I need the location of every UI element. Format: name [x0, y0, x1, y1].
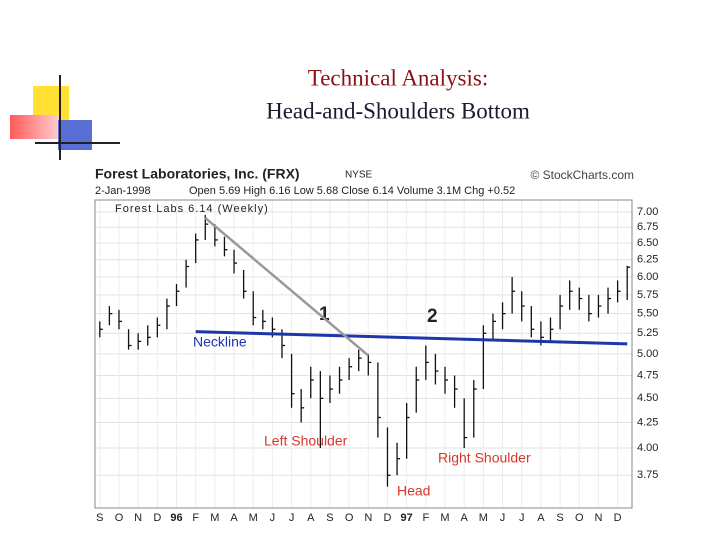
exchange: NYSE [345, 170, 373, 181]
x-tick-label: J [519, 512, 525, 524]
x-tick-label: S [96, 512, 103, 524]
x-tick-label: D [153, 512, 161, 524]
y-tick-label: 5.75 [637, 289, 658, 301]
y-tick-label: 6.25 [637, 254, 658, 266]
y-tick-label: 5.00 [637, 348, 658, 360]
annotation: Right Shoulder [438, 450, 531, 466]
x-tick-label: A [307, 512, 315, 524]
x-tick-label: S [556, 512, 563, 524]
y-tick-label: 7.00 [637, 206, 658, 218]
x-tick-label: 97 [401, 512, 413, 524]
x-tick-label: S [326, 512, 333, 524]
x-tick-label: M [249, 512, 258, 524]
legend: Forest Labs 6.14 (Weekly) [115, 203, 269, 215]
x-tick-label: J [500, 512, 506, 524]
x-tick-label: D [614, 512, 622, 524]
chart-title: Forest Laboratories, Inc. (FRX) [95, 166, 300, 182]
annotation: 2 [427, 306, 438, 327]
date: 2-Jan-1998 [95, 185, 151, 197]
x-tick-label: J [270, 512, 276, 524]
x-tick-label: 96 [170, 512, 182, 524]
decor-square [58, 120, 92, 150]
x-tick-label: D [383, 512, 391, 524]
plot-frame [94, 199, 633, 509]
x-tick-label: A [461, 512, 469, 524]
y-tick-label: 4.50 [637, 392, 658, 404]
x-tick-label: N [594, 512, 602, 524]
neckline-label: Neckline [193, 334, 247, 350]
y-tick-label: 4.00 [637, 442, 658, 454]
trend-line [204, 217, 370, 357]
x-tick-label: M [210, 512, 219, 524]
y-tick-label: 4.25 [637, 416, 658, 428]
x-tick-label: A [230, 512, 238, 524]
y-tick-label: 6.75 [637, 221, 658, 233]
y-tick-label: 6.50 [637, 237, 658, 249]
x-tick-label: O [345, 512, 354, 524]
annotation: 1 [319, 304, 330, 325]
slide-title: Technical Analysis: [308, 65, 488, 90]
x-tick-label: N [134, 512, 142, 524]
decor-square [33, 86, 69, 120]
y-tick-label: 3.75 [637, 469, 658, 481]
slide-subtitle: Head-and-Shoulders Bottom [266, 98, 530, 123]
x-tick-label: O [115, 512, 124, 524]
annotation: Left Shoulder [264, 433, 348, 449]
decor-bar [10, 115, 60, 139]
x-tick-label: A [537, 512, 545, 524]
annotation: Head [397, 483, 430, 499]
quote: Open 5.69 High 6.16 Low 5.68 Close 6.14 … [189, 185, 515, 197]
y-tick-label: 4.75 [637, 369, 658, 381]
y-tick-label: 5.25 [637, 327, 658, 339]
y-tick-label: 5.50 [637, 308, 658, 320]
neckline [195, 330, 628, 346]
x-tick-label: M [479, 512, 488, 524]
x-tick-label: F [422, 512, 429, 524]
y-tick-label: 6.00 [637, 271, 658, 283]
x-tick-label: O [575, 512, 584, 524]
x-tick-label: N [364, 512, 372, 524]
x-tick-label: F [192, 512, 199, 524]
source: © StockCharts.com [530, 168, 634, 182]
x-tick-label: J [289, 512, 295, 524]
x-tick-label: M [440, 512, 449, 524]
